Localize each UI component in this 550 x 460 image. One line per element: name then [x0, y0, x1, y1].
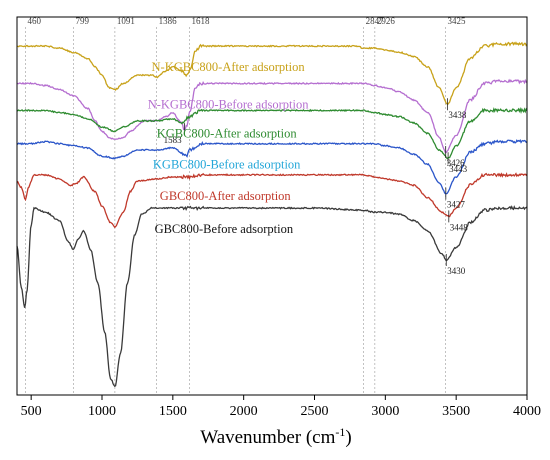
peak-label: 3448: [450, 222, 469, 232]
peak-label: 3443: [449, 164, 468, 174]
labels-layer: N-KGBC800-After adsorption 3438 N-KGBC800-…: [148, 60, 469, 276]
reference-line-label: 2926: [377, 16, 396, 26]
series-label: N-KGBC800-Before adsorption: [148, 97, 309, 111]
x-tick-label: 2500: [301, 404, 329, 419]
reference-line-label: 1618: [192, 16, 211, 26]
x-tick-label: 3000: [371, 404, 399, 419]
peak-label: 3427: [447, 200, 466, 210]
series-label: GBC800-Before adsorption: [155, 222, 294, 236]
reference-line-label: 799: [76, 16, 90, 26]
peak-label: 3430: [447, 266, 466, 276]
series-label: N-KGBC800-After adsorption: [152, 60, 306, 74]
peak-label: 3438: [448, 110, 467, 120]
x-tick-label: 1000: [88, 404, 116, 419]
series-label: KGBC800-Before adsorption: [153, 158, 301, 172]
x-tick-label: 2000: [230, 404, 258, 419]
reference-line-label: 1386: [159, 16, 178, 26]
series-line: [16, 205, 528, 388]
x-tick-label: 500: [21, 404, 42, 419]
series-line: [16, 78, 528, 154]
series-line: [16, 41, 528, 105]
x-axis-ticks: 500 1000 1500 2000 2500 3000 3500 4000: [21, 395, 541, 419]
x-tick-label: 3500: [442, 404, 470, 419]
x-tick-label: 4000: [513, 404, 541, 419]
reference-line-label: 2847: [366, 16, 385, 26]
x-axis-title: Wavenumber (cm-1): [200, 425, 351, 448]
x-tick-label: 1500: [159, 404, 187, 419]
peak-label: 3426: [447, 158, 466, 168]
series-label: KGBC800-After adsorption: [157, 126, 298, 140]
series-layer: [16, 41, 528, 388]
series-label: GBC800-After adsorption: [160, 189, 292, 203]
reference-line-label: 1091: [117, 16, 135, 26]
reference-line-label: 460: [28, 16, 42, 26]
peak-label: 1583: [164, 135, 183, 145]
reference-line-label: 3425: [448, 16, 467, 26]
x-axis-title-superscript: -1: [335, 425, 345, 439]
plot-frame: [16, 16, 528, 396]
series-line: [16, 172, 528, 229]
x-axis-title-tail: ): [345, 427, 351, 448]
series-line: [16, 107, 528, 160]
series-line: [16, 138, 528, 195]
